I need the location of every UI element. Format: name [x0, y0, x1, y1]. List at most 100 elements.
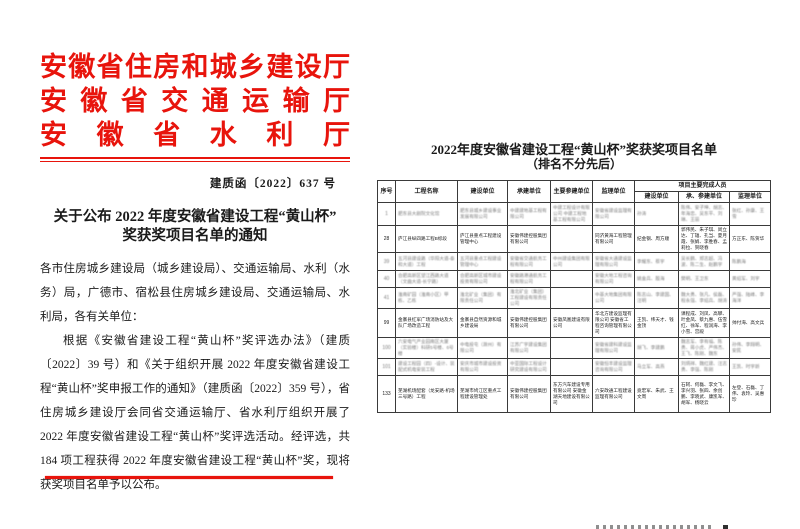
table-cell: 魏大勇、张凡、侯磊、程永强、李绍兵、胡涛	[678, 287, 730, 309]
table-cell: 帅付海、高文兵	[729, 308, 771, 338]
subheader-supervision-personnel: 监理单位	[729, 191, 771, 203]
table-row: 133 芜湖机场配套（龙安路-机场三号路）工程 芜湖市鸠江区重点工程建设管理处 安徽伟…	[377, 375, 771, 413]
table-cell: 合肥高新区城市建设投资有限公司	[457, 270, 508, 288]
clipped-text-artifact	[596, 525, 712, 529]
table-row: 41 淮南矿园（淮南小区）甲栋、乙栋 淮北矿业（集团）有限责任公司 淮北矿业（集团）工…	[377, 287, 771, 309]
table-cell: 陈志山、李建国、汪明	[634, 287, 679, 309]
table-cell: 六安政通工程建设监理有限公司	[592, 375, 635, 413]
official-notice-page: 安徽省住房和城乡建设厅 安徽省交通运输厅 安徽省水利厅 建质函〔2022〕637…	[40, 40, 350, 529]
table-cell: 樊明、王卫东	[678, 270, 730, 288]
table-cell: 安徽伟建控股集团有限公司	[507, 225, 551, 253]
table-cell: 安徽恒丰建设监理咨询有限公司	[592, 358, 635, 376]
table-cell: 刘炳祥、魏红建、汪志勇、李强、陈刚	[678, 358, 730, 376]
cell-serial: 40	[377, 270, 396, 288]
table-cell: 五河县建设路（华阳大道-泰和大道）工程	[395, 252, 458, 271]
table-cell: 中建建地基工程有限公司	[507, 202, 551, 226]
table-cell: 安徽伟建控股集团有限公司	[507, 375, 551, 413]
table-cell	[550, 358, 593, 376]
page-footer-red-rule	[45, 476, 333, 479]
header-contractor-unit: 承建单位	[507, 180, 551, 203]
table-cell: 孙伟、李翔明、安民	[729, 337, 771, 359]
table-cell: 中建工程设计有限公司 中建工程地基工程有限公司	[550, 202, 593, 226]
table-cell: 庐江县重点工程建设管理中心	[457, 225, 508, 253]
table-cell: 安庆市城市建设投资有限公司	[457, 358, 508, 376]
recipient-paragraph: 各市住房城乡建设局（城乡建设局）、交通运输局、水利（水务）局，广德市、宿松县住房…	[40, 263, 350, 323]
table-cell: 张红、孙康、王雪	[729, 202, 771, 226]
awards-table-subtitle: （排名不分先后）	[525, 157, 622, 171]
header-owner-unit: 建设单位	[457, 180, 508, 203]
table-cell: 安徽伟建控股集团有限公司	[507, 308, 551, 338]
table-cell: 课程成、刘凤、高攀、叶金凤、蔡九惠、伍雪红、徐军、程润海、李小雪、宫殿	[678, 308, 730, 338]
table-cell	[550, 270, 593, 288]
table-cell: 郭伟民、朱子琪、闵立达、丁雄、孔当、夏月霞、张娟、李胜春、孟莉拉、贺晓春	[678, 225, 730, 253]
table-row: 100 六安电气产业园南区大厦（实验楼）科研5号楼、6号楼 中电投屯（滁州）有限公司…	[377, 337, 771, 359]
notice-title-line2: 奖获奖项目名单的通知	[122, 228, 268, 244]
agency-title-line: 安徽省水利厅	[40, 120, 350, 150]
table-cell: 六安电气产业园南区大厦（实验楼）科研5号楼、6号楼	[395, 337, 458, 359]
cell-serial: 28	[377, 225, 396, 253]
table-cell: 芜湖市鸠江区重点工程建设管理处	[457, 375, 508, 413]
table-row: 1 肥东县大剧院文化馆 肥东县城乡建设事业发展有限公司 中建建地基工程有限公司 中建工程…	[377, 202, 771, 226]
table-cell	[550, 337, 593, 359]
table-cell: 东方汽车建设专用有限公司 安徽金湖天地建设有限公司	[550, 375, 593, 413]
notice-title: 关于公布 2022 年度安徽省建设工程“黄山杯” 奖获奖项目名单的通知	[40, 208, 350, 246]
table-cell: 安徽凤凰建设有限公司	[550, 308, 593, 338]
table-cell: 华北方建设监理有限公司 安徽省工程咨询管理有限公司	[592, 308, 635, 338]
header-project-name: 工程名称	[395, 180, 458, 203]
table-cell: 安徽省建设监理有限公司	[592, 202, 635, 226]
table-cell: 石轲、何磊、李文飞、李兴羽、张四、余创鹏、李晓武、康凯军、胡军、杨晓云	[678, 375, 730, 413]
table-cell: 纪金钢、周方顺	[634, 225, 679, 253]
cell-serial: 39	[377, 252, 396, 271]
table-cell: 肥东县城乡建设事业发展有限公司	[457, 202, 508, 226]
table-cell: 陈伟、安子坤、胡志、年海忠、吴东平、刘琳、王丽	[678, 202, 730, 226]
table-cell	[550, 287, 593, 309]
table-cell: 安徽省大通建设监理有限公司	[592, 252, 635, 271]
table-cell: 孙涛	[634, 202, 679, 226]
awards-table-title: 2022年度安徽省建设工程“黄山杯”奖获奖项目名单	[430, 142, 717, 157]
awards-list-page: 2022年度安徽省建设工程“黄山杯”奖获奖项目名单 （排名不分先后） 序号 工程…	[373, 130, 775, 413]
table-cell: 淮北矿业（集团）工程建设有限责任公司	[507, 287, 551, 309]
header-key-personnel: 项目主要完成人员	[634, 180, 771, 192]
table-cell: 中亚国际工程设计研究建设有限公司	[507, 358, 551, 376]
table-row: 99 金寨县红军广场消防站及大队广场改造工程 金寨县自然资源和城乡建设局 安徽伟建控股…	[377, 308, 771, 338]
table-cell	[550, 225, 593, 253]
table-cell: 姚金兵、殷海	[634, 270, 679, 288]
letterhead-double-rule	[40, 157, 350, 162]
table-cell: 金寨县自然资源和城乡建设局	[457, 308, 508, 338]
table-cell: 中电投屯（滁州）有限公司	[457, 337, 508, 359]
table-cell: 李耀东、蔡宇	[634, 252, 679, 271]
table-cell: 中州建设集团有限公司	[550, 252, 593, 271]
table-cell: 五河县重点工程建设管理中心	[457, 252, 508, 271]
table-row: 101 建设工程园（四）-设计、装配式机电安装工程 安庆市城市建设投资有限公司 中亚国…	[377, 358, 771, 376]
table-cell: 马立军、高燕	[634, 358, 679, 376]
cell-serial: 1	[377, 202, 396, 226]
clipped-text-artifact	[723, 525, 728, 529]
awards-table-header: 序号 工程名称 建设单位 承建单位 主要参建单位 监理单位 项目主要完成人员 建…	[377, 180, 771, 203]
notice-body: 各市住房城乡建设局（城乡建设局）、交通运输局、水利（水务）局，广德市、宿松县住房…	[40, 257, 350, 497]
table-cell: 中基大地集团有限公司	[592, 287, 635, 309]
header-participant-unit: 主要参建单位	[550, 180, 593, 203]
table-cell: 安徽大地工程咨询有限公司	[592, 270, 635, 288]
table-cell: 庐江县纵四路工程B标段	[395, 225, 458, 253]
table-row: 39 五河县建设路（华阳大道-泰和大道）工程 五河县重点工程建设管理中心 安徽省交通航…	[377, 252, 771, 271]
red-letterhead: 安徽省住房和城乡建设厅 安徽省交通运输厅 安徽省水利厅	[40, 40, 350, 152]
cell-serial: 100	[377, 337, 396, 359]
table-cell: 王凯、纬天才、钱金顶	[634, 308, 679, 338]
header-serial: 序号	[377, 180, 396, 203]
table-cell: 金寨县红军广场消防站及大队广场改造工程	[395, 308, 458, 338]
table-cell: 合肥高新区望江西路大道（文曲大道-长宁路）	[395, 270, 458, 288]
table-cell: 王凯、时宇新	[729, 358, 771, 376]
table-row: 28 庐江县纵四路工程B标段 庐江县重点工程建设管理中心 安徽伟建控股集团有限公司 同济…	[377, 225, 771, 253]
table-cell: 左登、石磊、丁伟、袁玲、吴惠珍	[729, 375, 771, 413]
notice-title-line1: 关于公布 2022 年度安徽省建设工程“黄山杯”	[53, 209, 337, 225]
cell-serial: 99	[377, 308, 396, 338]
table-cell: 江苏广宇建设集团有限公司	[507, 337, 551, 359]
document-number: 建质函〔2022〕637 号	[209, 178, 336, 190]
table-cell: 严强、陆峰、李海洋	[729, 287, 771, 309]
table-cell: 胡飞、李建鹏	[634, 337, 679, 359]
cell-serial: 41	[377, 287, 396, 309]
table-row: 40 合肥高新区望江西路大道（文曲大道-长宁路） 合肥高新区城市建设投资有限公司 安徽…	[377, 270, 771, 288]
awards-table-body: 1 肥东县大剧院文化馆 肥东县城乡建设事业发展有限公司 中建建地基工程有限公司 中建工程…	[377, 202, 771, 413]
table-cell: 淮南矿园（淮南小区）甲栋、乙栋	[395, 287, 458, 309]
subheader-owner-personnel: 建设单位	[634, 191, 679, 203]
